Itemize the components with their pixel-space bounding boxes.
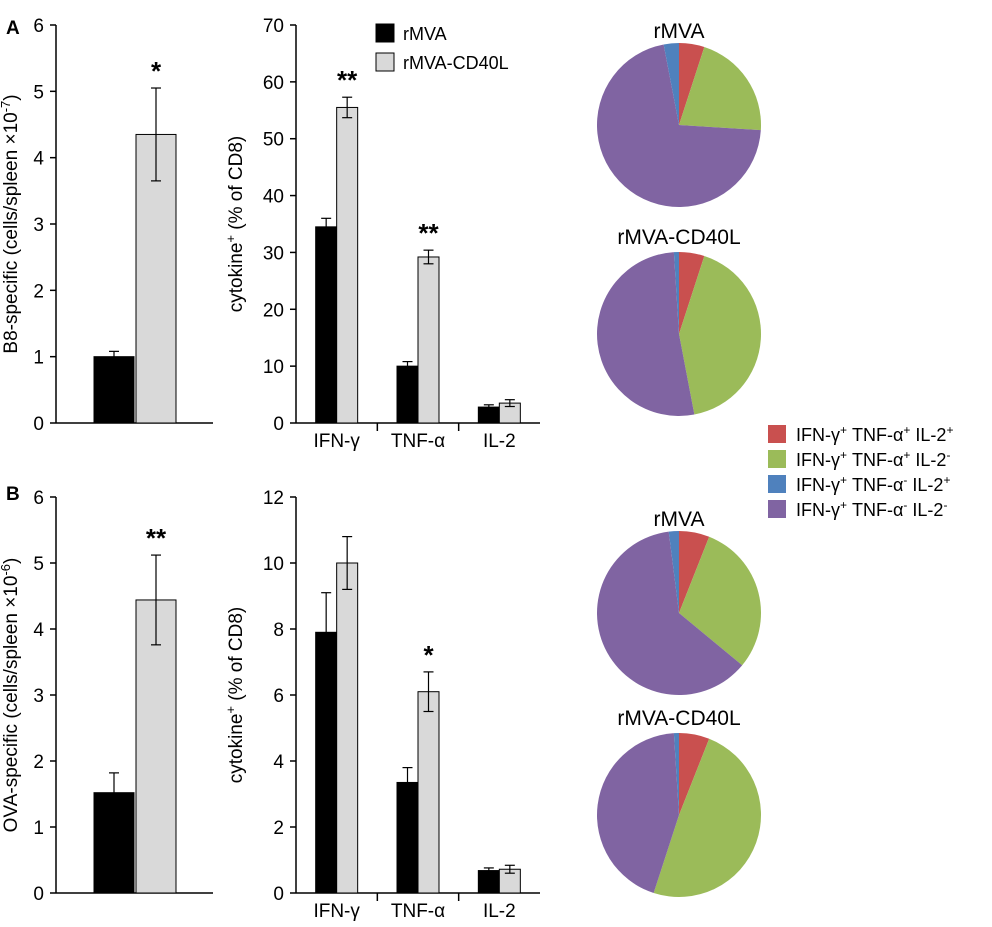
pie-a-rmva-cd40l-slice (679, 252, 705, 334)
pie-a-rmva-slice (679, 47, 761, 131)
chart-a-cells-bar (93, 356, 135, 424)
pie-legend-swatch (768, 425, 786, 443)
chart-a-cytokine-bar (396, 365, 419, 424)
chart-a-cells-y-tick-label: 6 (33, 16, 44, 37)
chart-b-cells-bar (135, 599, 177, 894)
chart-a-cells-y-tick-label: 5 (33, 82, 44, 103)
pie-b-rmva-slice (668, 531, 679, 613)
chart-b-cytokine-y-tick-label: 0 (273, 884, 284, 905)
pie-a-rmva-cd40l-slice (673, 252, 679, 334)
chart-a-cytokine-significance-label: ** (418, 218, 439, 248)
pie-a-rmva-title: rMVA (654, 20, 705, 43)
pie-legend-label: IFN-γ+ TNF-α- IL-2- (796, 498, 947, 520)
chart-a-cytokine-y-axis-label: cytokine+ (% of CD8) (223, 136, 248, 313)
pie-a-rmva-slice (663, 43, 679, 125)
pie-b-rmva-cd40l-slice (653, 738, 762, 898)
chart-a-cytokine-x-tick-label: IL-2 (483, 431, 516, 452)
chart-a-cytokine-significance-label: ** (337, 65, 358, 95)
pie-b-rmva-cd40l-slice (596, 733, 679, 893)
chart-a-cells-y-axis-label: B8-specific (cells/spleen ×10-7) (0, 94, 22, 353)
panel-label-a: A (6, 18, 20, 39)
chart-b-cells-y-tick-label: 1 (33, 818, 44, 839)
pie-b-rmva-slice (679, 536, 761, 666)
chart-a-cytokine-y-tick-label: 10 (263, 357, 284, 378)
chart-b-cytokine-y-tick-label: 2 (273, 818, 284, 839)
chart-b-cells-significance-label: ** (146, 523, 167, 553)
chart-b-cytokine-y-tick-label: 8 (273, 620, 284, 641)
chart-b-cytokine-y-tick-label: 4 (273, 752, 284, 773)
chart-a-cytokine-y-tick-label: 20 (263, 300, 284, 321)
chart-a-cytokine-y-tick-label: 70 (263, 16, 284, 37)
pie-legend-label: IFN-γ+ TNF-α- IL-2+ (796, 473, 950, 495)
pie-b-rmva-title: rMVA (654, 508, 705, 531)
chart-a-cytokine-bar (315, 226, 338, 424)
chart-b-cytokine-y-axis-label: cytokine+ (% of CD8) (223, 607, 248, 784)
chart-a-cytokine-bar (417, 256, 440, 424)
chart-b-cytokine-significance-label: * (423, 640, 434, 670)
chart-a-cytokine-y-tick-label: 60 (263, 73, 284, 94)
chart-a-cytokine-x-tick-label: TNF-α (391, 431, 445, 452)
chart-a-cells-y-tick-label: 1 (33, 348, 44, 369)
chart-a-cytokine-y-tick-label: 30 (263, 243, 284, 264)
chart-a-cells-y-tick-label: 4 (33, 149, 44, 170)
chart-a-cells-bar (135, 133, 177, 424)
chart-b-cells-y-tick-label: 6 (33, 488, 44, 509)
pie-legend-label: IFN-γ+ TNF-α+ IL-2+ (796, 423, 953, 445)
pie-b-rmva-slice (679, 531, 710, 613)
pie-legend-swatch (768, 500, 786, 518)
chart-a-cytokine-y-tick-label: 40 (263, 187, 284, 208)
chart-b-cytokine-y-tick-label: 6 (273, 686, 284, 707)
chart-b-cells-y-tick-label: 3 (33, 686, 44, 707)
chart-b-cytokine-x-tick-label: IFN-γ (313, 901, 360, 922)
chart-b-cells-y-tick-label: 0 (33, 884, 44, 905)
chart-a-cytokine-y-tick-label: 0 (273, 414, 284, 435)
panel-label-b: B (6, 484, 20, 505)
pie-a-rmva-slice (596, 44, 761, 208)
chart-b-cytokine-bar (417, 691, 440, 894)
pie-b-rmva-slice (596, 531, 743, 695)
chart-b-cytokine-y-tick-label: 12 (263, 488, 284, 509)
chart-b-cytokine-bar (396, 781, 419, 894)
chart-a-cells-y-tick-label: 3 (33, 215, 44, 236)
pie-legend-swatch (768, 475, 786, 493)
chart-a-cytokine-legend-swatch (375, 23, 395, 43)
chart-b-cytokine-x-tick-label: IL-2 (483, 901, 516, 922)
pie-a-rmva-cd40l-title: rMVA-CD40L (617, 226, 740, 249)
chart-b-cytokine-x-tick-label: TNF-α (391, 901, 445, 922)
chart-a-cytokine-bar (336, 106, 359, 424)
chart-b-cytokine-bar (336, 562, 359, 894)
pie-a-rmva-cd40l-slice (596, 252, 695, 416)
chart-a-cytokine-y-tick-label: 50 (263, 130, 284, 151)
pie-legend-label: IFN-γ+ TNF-α+ IL-2- (796, 448, 950, 470)
chart-a-cytokine-legend-swatch (375, 52, 395, 72)
pie-a-rmva-slice (679, 43, 705, 125)
chart-a-cells-y-tick-label: 2 (33, 281, 44, 302)
chart-b-cells-y-tick-label: 4 (33, 620, 44, 641)
chart-b-cells-y-tick-label: 2 (33, 752, 44, 773)
chart-b-cells-y-tick-label: 5 (33, 554, 44, 575)
chart-a-cytokine-x-tick-label: IFN-γ (313, 431, 360, 452)
chart-b-cytokine-bar (477, 870, 500, 894)
chart-a-cells-y-tick-label: 0 (33, 414, 44, 435)
pie-legend-swatch (768, 450, 786, 468)
chart-a-cells-significance-label: * (151, 56, 162, 86)
chart-b-cytokine-y-tick-label: 10 (263, 554, 284, 575)
pie-b-rmva-cd40l-title: rMVA-CD40L (617, 707, 740, 730)
chart-a-cytokine-legend-label: rMVA (403, 24, 447, 44)
chart-b-cells-y-axis-label: OVA-specific (cells/spleen ×10-6) (0, 558, 22, 833)
pie-b-rmva-cd40l-slice (673, 733, 679, 815)
pie-a-rmva-cd40l-slice (679, 256, 761, 415)
chart-a-cytokine-legend-label: rMVA-CD40L (403, 53, 509, 73)
pie-b-rmva-cd40l-slice (679, 733, 710, 815)
